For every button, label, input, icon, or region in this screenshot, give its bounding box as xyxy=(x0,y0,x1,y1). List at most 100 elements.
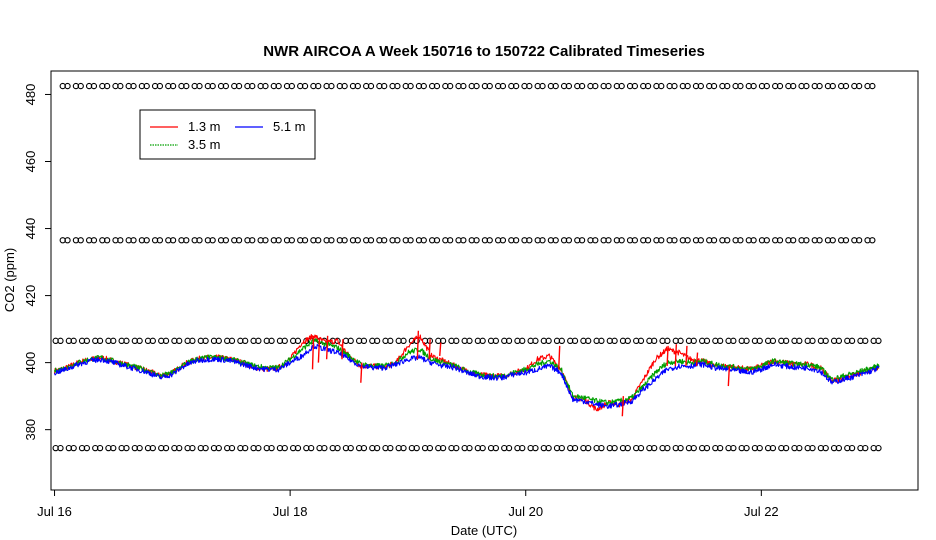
reference-marker xyxy=(136,337,143,344)
reference-marker xyxy=(637,337,645,344)
reference-marker xyxy=(558,337,565,344)
reference-marker xyxy=(624,444,631,452)
reference-marker xyxy=(499,82,507,90)
reference-marker xyxy=(413,444,420,452)
reference-marker xyxy=(77,237,84,244)
reference-marker xyxy=(439,337,447,344)
reference-marker xyxy=(512,237,520,244)
reference-marker xyxy=(505,337,513,344)
reference-marker xyxy=(875,337,882,344)
reference-marker xyxy=(347,337,354,344)
reference-marker xyxy=(822,337,829,344)
reference-marker xyxy=(637,444,645,452)
reference-marker xyxy=(796,337,803,344)
reference-marker xyxy=(222,237,230,244)
reference-marker xyxy=(532,444,539,452)
reference-marker xyxy=(202,337,209,344)
reference-marker xyxy=(189,444,196,452)
reference-marker xyxy=(215,444,222,452)
reference-marker xyxy=(446,237,454,244)
reference-marker xyxy=(387,444,394,452)
reference-marker xyxy=(136,444,143,452)
reference-marker xyxy=(710,82,718,90)
reference-marker xyxy=(782,444,790,452)
reference-marker xyxy=(526,82,533,90)
reference-marker xyxy=(512,82,520,90)
reference-marker xyxy=(671,237,678,244)
reference-marker xyxy=(387,337,394,344)
reference-marker xyxy=(426,444,434,452)
reference-marker xyxy=(855,237,863,244)
reference-marker xyxy=(862,337,869,344)
reference-marker xyxy=(130,237,137,244)
reference-marker xyxy=(598,337,605,344)
reference-marker xyxy=(294,337,302,344)
series-spike xyxy=(311,335,315,370)
reference-marker xyxy=(242,337,249,344)
series-line-5-1-m xyxy=(53,342,880,409)
reference-marker xyxy=(123,337,130,344)
reference-marker xyxy=(526,237,533,244)
reference-marker xyxy=(162,444,170,452)
reference-marker xyxy=(855,82,863,90)
reference-marker xyxy=(505,444,513,452)
reference-marker xyxy=(479,337,486,344)
reference-marker xyxy=(776,237,784,244)
reference-marker xyxy=(545,337,552,344)
reference-marker xyxy=(354,82,361,90)
reference-marker xyxy=(96,337,104,344)
reference-marker xyxy=(143,82,150,90)
reference-marker xyxy=(64,237,71,244)
reference-marker xyxy=(341,237,348,244)
series-spike xyxy=(341,339,344,360)
plot-frame xyxy=(50,70,919,491)
reference-marker xyxy=(829,82,836,90)
reference-marker xyxy=(585,337,592,344)
reference-marker xyxy=(77,82,84,90)
series-spike xyxy=(685,345,688,367)
reference-marker xyxy=(782,337,790,344)
reference-marker xyxy=(110,444,117,452)
reference-marker xyxy=(558,444,565,452)
reference-marker xyxy=(315,82,322,90)
y-axis-label: CO2 (ppm) xyxy=(2,248,17,312)
reference-marker xyxy=(710,237,718,244)
reference-marker xyxy=(486,237,493,244)
reference-markers xyxy=(52,82,882,452)
reference-marker xyxy=(367,82,375,90)
reference-marker xyxy=(618,237,625,244)
reference-marker xyxy=(671,82,678,90)
reference-marker xyxy=(57,444,64,452)
reference-marker xyxy=(769,444,777,452)
reference-marker xyxy=(624,337,631,344)
reference-marker xyxy=(571,444,579,452)
reference-marker xyxy=(730,337,737,344)
reference-marker xyxy=(354,237,361,244)
reference-marker xyxy=(697,82,704,90)
reference-marker xyxy=(183,237,190,244)
reference-marker xyxy=(716,444,724,452)
reference-marker xyxy=(460,237,467,244)
reference-marker xyxy=(631,237,639,244)
reference-marker xyxy=(651,337,658,344)
y-tick-label: 480 xyxy=(23,84,38,106)
reference-marker xyxy=(347,444,354,452)
reference-marker xyxy=(407,82,414,90)
reference-marker xyxy=(103,237,111,244)
series-spike xyxy=(558,345,561,370)
reference-marker xyxy=(83,337,91,344)
reference-marker xyxy=(763,82,770,90)
reference-marker xyxy=(684,237,691,244)
reference-marker xyxy=(70,444,77,452)
reference-marker xyxy=(183,82,190,90)
reference-marker xyxy=(664,337,671,344)
reference-marker xyxy=(835,444,843,452)
series-layer xyxy=(53,330,880,417)
reference-marker xyxy=(592,237,599,244)
reference-marker xyxy=(96,444,104,452)
series-spike xyxy=(695,352,699,367)
reference-marker xyxy=(796,444,803,452)
series-spike xyxy=(416,330,420,360)
reference-marker xyxy=(453,444,460,452)
